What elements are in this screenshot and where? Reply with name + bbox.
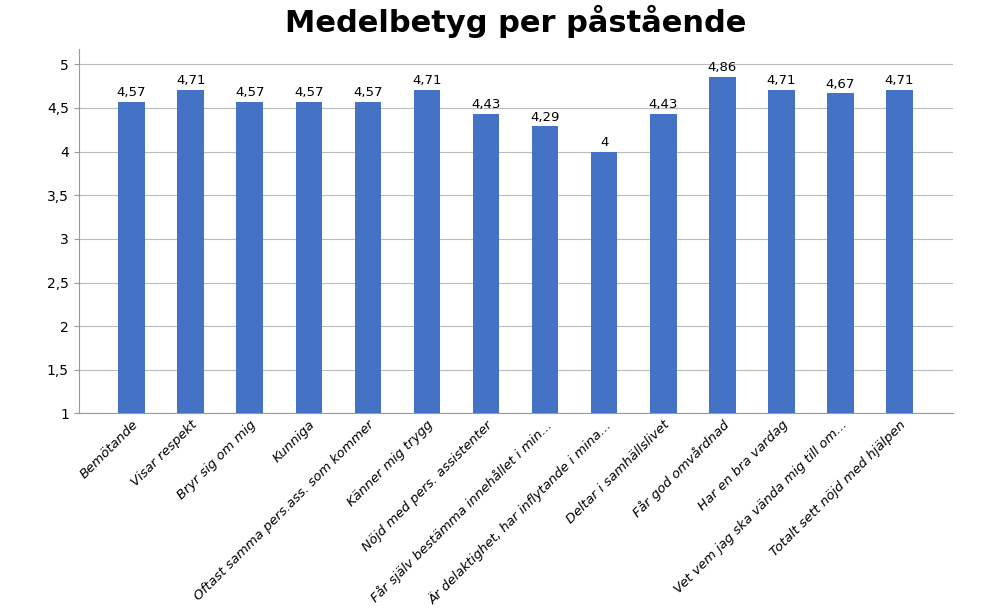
Text: 4,71: 4,71	[885, 74, 914, 87]
Bar	[886, 89, 913, 413]
Bar	[413, 89, 440, 413]
Text: 4,57: 4,57	[354, 86, 383, 99]
Text: 4,86: 4,86	[708, 61, 736, 74]
Bar	[118, 102, 145, 413]
Text: 4,71: 4,71	[176, 74, 205, 87]
Text: 4,29: 4,29	[530, 111, 560, 123]
Bar	[178, 89, 204, 413]
Bar	[650, 114, 677, 413]
Bar	[472, 114, 499, 413]
Text: 4,43: 4,43	[471, 98, 501, 111]
Bar	[296, 102, 322, 413]
Bar	[591, 151, 618, 413]
Text: 4,67: 4,67	[826, 78, 855, 91]
Bar	[237, 102, 263, 413]
Text: 4,57: 4,57	[235, 86, 264, 99]
Text: 4,71: 4,71	[412, 74, 442, 87]
Text: 4: 4	[600, 136, 608, 149]
Text: 4,57: 4,57	[117, 86, 146, 99]
Bar	[532, 126, 559, 413]
Text: 4,43: 4,43	[648, 98, 678, 111]
Title: Medelbetyg per påstående: Medelbetyg per påstående	[285, 5, 746, 38]
Text: 4,57: 4,57	[294, 86, 323, 99]
Bar	[709, 77, 736, 413]
Bar	[355, 102, 381, 413]
Bar	[768, 89, 794, 413]
Bar	[827, 93, 853, 413]
Text: 4,71: 4,71	[767, 74, 796, 87]
